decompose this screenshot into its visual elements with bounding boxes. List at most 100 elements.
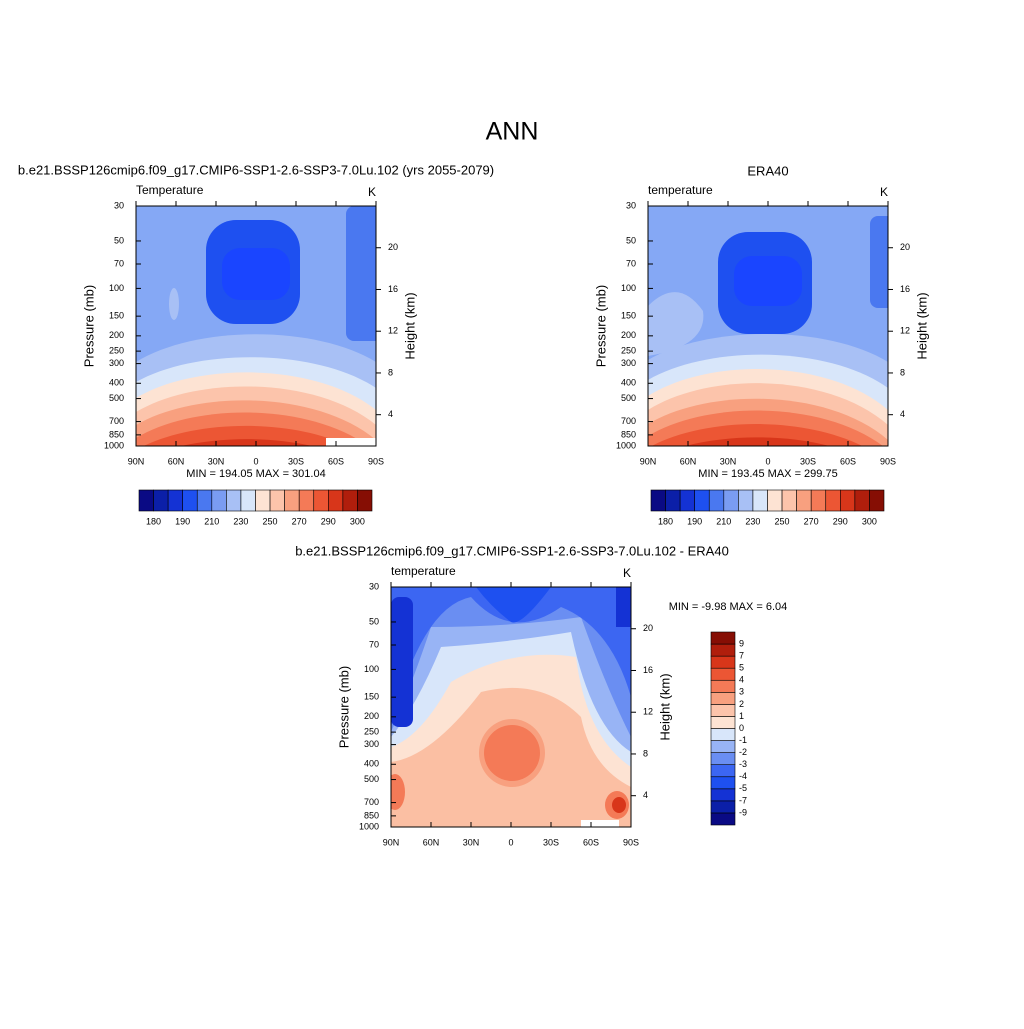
y2-axis-label: Height (km) bbox=[914, 292, 929, 359]
contour-fill bbox=[391, 774, 405, 810]
colorbar-label: 1 bbox=[739, 711, 744, 721]
y2-tick-label: 4 bbox=[643, 790, 648, 800]
y2-tick-label: 8 bbox=[643, 748, 648, 758]
colorbar-box bbox=[255, 489, 271, 512]
colorbar: 180 190 210 230 250 270 290 300 bbox=[650, 489, 885, 526]
colorbar-label: 210 bbox=[204, 516, 219, 526]
contour-fill bbox=[391, 587, 631, 737]
stats: MIN = -9.98 MAX = 6.04 bbox=[669, 601, 788, 613]
colorbar-label: 250 bbox=[263, 516, 278, 526]
y2-tick-label: 12 bbox=[900, 326, 910, 336]
y-tick-label: 700 bbox=[621, 416, 636, 426]
x-tick-label: 30N bbox=[720, 456, 737, 466]
x-tick-label: 90S bbox=[368, 456, 384, 466]
colorbar-box bbox=[167, 489, 183, 512]
colorbar-label: -3 bbox=[739, 759, 747, 769]
colorbar-box bbox=[342, 489, 358, 512]
x-tick-label: 0 bbox=[508, 837, 513, 847]
x-tick-label: 30N bbox=[208, 456, 225, 466]
panel-title: b.e21.BSSP126cmip6.f09_g17.CMIP6-SSP1-2.… bbox=[18, 162, 494, 177]
colorbar-label: 250 bbox=[775, 516, 790, 526]
x-tick-label: 60S bbox=[840, 456, 856, 466]
figure-title: ANN bbox=[486, 118, 539, 146]
panel: b.e21.BSSP126cmip6.f09_g17.CMIP6-SSP1-2.… bbox=[295, 543, 787, 847]
x-tick-label: 60N bbox=[423, 837, 440, 847]
x-tick-label: 90N bbox=[383, 837, 400, 847]
colorbar-box bbox=[710, 667, 736, 681]
colorbar-box bbox=[723, 489, 739, 512]
x-tick-label: 90S bbox=[623, 837, 639, 847]
y-tick-label: 30 bbox=[626, 200, 636, 210]
y2-tick-label: 8 bbox=[388, 367, 393, 377]
colorbar-box bbox=[240, 489, 256, 512]
y-tick-label: 100 bbox=[621, 283, 636, 293]
colorbar-box bbox=[679, 489, 695, 512]
x-tick-label: 30S bbox=[800, 456, 816, 466]
colorbar-label: 290 bbox=[321, 516, 336, 526]
y-axis-label: Pressure (mb) bbox=[593, 285, 608, 367]
y-tick-label: 400 bbox=[621, 378, 636, 388]
contour-fill bbox=[391, 587, 631, 752]
y-tick-label: 300 bbox=[621, 358, 636, 368]
colorbar-box bbox=[710, 679, 736, 693]
y-tick-label: 70 bbox=[114, 258, 124, 268]
colorbar-box bbox=[810, 489, 827, 512]
y-tick-label: 100 bbox=[109, 283, 124, 293]
y-tick-label: 150 bbox=[109, 311, 124, 321]
colorbar-box bbox=[710, 752, 736, 765]
y-tick-label: 150 bbox=[621, 311, 636, 321]
colorbar-box bbox=[182, 489, 198, 512]
y2-tick-label: 16 bbox=[643, 665, 653, 675]
y-tick-label: 500 bbox=[364, 774, 379, 784]
y-tick-label: 150 bbox=[364, 692, 379, 702]
y2-axis-label: Height (km) bbox=[402, 292, 417, 359]
x-tick-label: 0 bbox=[253, 456, 258, 466]
contour-fill bbox=[391, 597, 413, 727]
x-tick-label: 60S bbox=[583, 837, 599, 847]
x-tick-label: 90S bbox=[880, 456, 896, 466]
x-tick-label: 0 bbox=[765, 456, 770, 466]
colorbar-label: 5 bbox=[739, 663, 744, 673]
colorbar-box bbox=[226, 489, 242, 512]
colorbar-box bbox=[328, 489, 344, 512]
colorbar-label: -7 bbox=[739, 795, 747, 805]
panel-subtitle: Temperature bbox=[136, 183, 204, 197]
contour-fill bbox=[181, 439, 313, 446]
y-axis-label: Pressure (mb) bbox=[336, 666, 351, 748]
y-tick-label: 700 bbox=[364, 797, 379, 807]
colorbar-box bbox=[313, 489, 329, 512]
colorbar-box bbox=[153, 489, 169, 512]
colorbar-box bbox=[665, 489, 681, 512]
x-tick-label: 60N bbox=[680, 456, 697, 466]
y-tick-label: 400 bbox=[364, 759, 379, 769]
y2-tick-label: 4 bbox=[900, 409, 905, 419]
colorbar-box bbox=[211, 489, 227, 512]
colorbar-box bbox=[694, 489, 710, 512]
contour-fill bbox=[870, 216, 888, 308]
colorbar-box bbox=[710, 692, 736, 705]
colorbar-label: 2 bbox=[739, 699, 744, 709]
units: K bbox=[880, 185, 888, 199]
colorbar-box bbox=[710, 812, 736, 826]
colorbar-box bbox=[854, 489, 870, 512]
colorbar-box bbox=[710, 704, 736, 717]
colorbar-label: 7 bbox=[739, 651, 744, 661]
contour-field bbox=[648, 206, 888, 446]
y-tick-label: 70 bbox=[369, 639, 379, 649]
colorbar-box bbox=[825, 489, 841, 512]
x-tick-label: 90N bbox=[640, 456, 657, 466]
colorbar-box bbox=[710, 764, 736, 778]
colorbar: 180 190 210 230 250 270 290 300 bbox=[138, 489, 373, 526]
colorbar-label: 290 bbox=[833, 516, 848, 526]
x-tick-label: 90N bbox=[128, 456, 145, 466]
colorbar-box bbox=[710, 631, 736, 645]
y-tick-label: 50 bbox=[114, 235, 124, 245]
panel-title: ERA40 bbox=[747, 163, 788, 178]
colorbar-label: 180 bbox=[146, 516, 161, 526]
y-tick-label: 200 bbox=[621, 330, 636, 340]
y2-tick-label: 16 bbox=[900, 284, 910, 294]
colorbar-label: 270 bbox=[804, 516, 819, 526]
colorbar-box bbox=[138, 489, 154, 512]
y-tick-label: 30 bbox=[114, 200, 124, 210]
